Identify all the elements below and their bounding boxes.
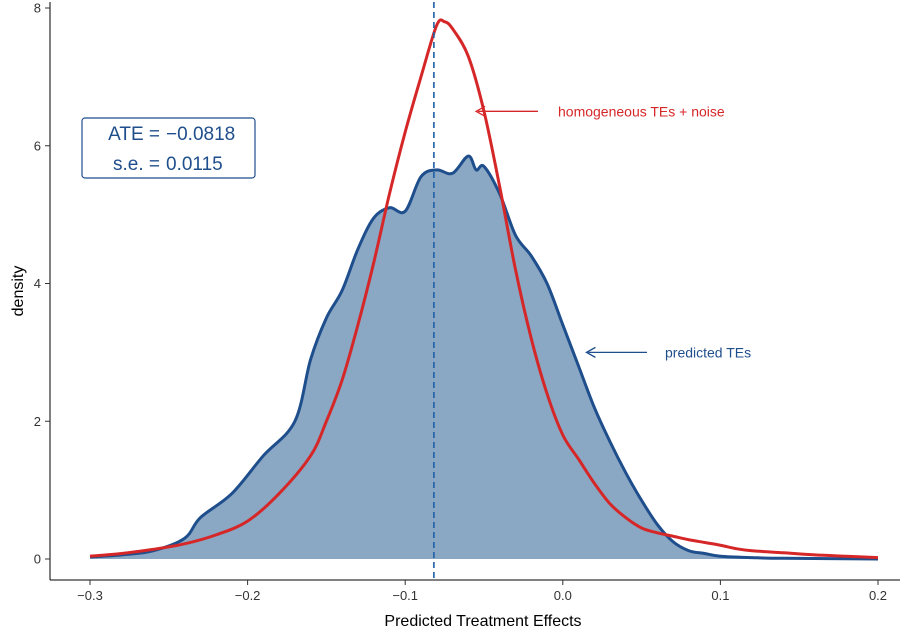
- x-tick-label: −0.1: [392, 588, 418, 603]
- y-tick-label: 8: [34, 1, 41, 16]
- x-tick-label: −0.3: [77, 588, 103, 603]
- ate-box: ATE = −0.0818 s.e. = 0.0115: [81, 117, 256, 179]
- ate-value: −0.0818: [166, 124, 235, 145]
- ate-label: ATE =: [108, 124, 160, 145]
- y-tick-label: 2: [34, 414, 41, 429]
- y-tick-label: 0: [34, 552, 41, 567]
- density-line-predicted: [89, 154, 879, 561]
- annotation-homogeneous: homogeneous TEs + noise: [474, 103, 725, 119]
- se-value: 0.0115: [166, 154, 223, 175]
- y-axis-title: density: [10, 266, 27, 317]
- x-tick-label: 0.2: [869, 588, 887, 603]
- annotation-arrow-head: [474, 105, 486, 117]
- x-tick-label: −0.2: [235, 588, 261, 603]
- density-area-predicted: [90, 156, 878, 559]
- ate-box-border: [81, 117, 256, 179]
- plot-area: [89, 2, 879, 580]
- y-tick-label: 4: [34, 276, 41, 291]
- density-line-homogeneous: [89, 18, 879, 560]
- annotation-label-predicted: predicted TEs: [665, 344, 751, 360]
- annotation-label-homogeneous: homogeneous TEs + noise: [558, 103, 725, 119]
- y-axis-ticks: 0 2 4 6 8: [34, 1, 50, 567]
- x-tick-label: 0.0: [554, 588, 572, 603]
- annotation-arrow-head: [585, 346, 596, 358]
- y-tick-label: 6: [34, 138, 41, 153]
- x-axis-title: Predicted Treatment Effects: [384, 613, 581, 630]
- x-axis-ticks: −0.3 −0.2 −0.1 0.0 0.1 0.2: [77, 580, 887, 603]
- se-label: s.e. =: [113, 154, 160, 175]
- annotation-predicted: predicted TEs: [585, 344, 751, 360]
- x-tick-label: 0.1: [711, 588, 729, 603]
